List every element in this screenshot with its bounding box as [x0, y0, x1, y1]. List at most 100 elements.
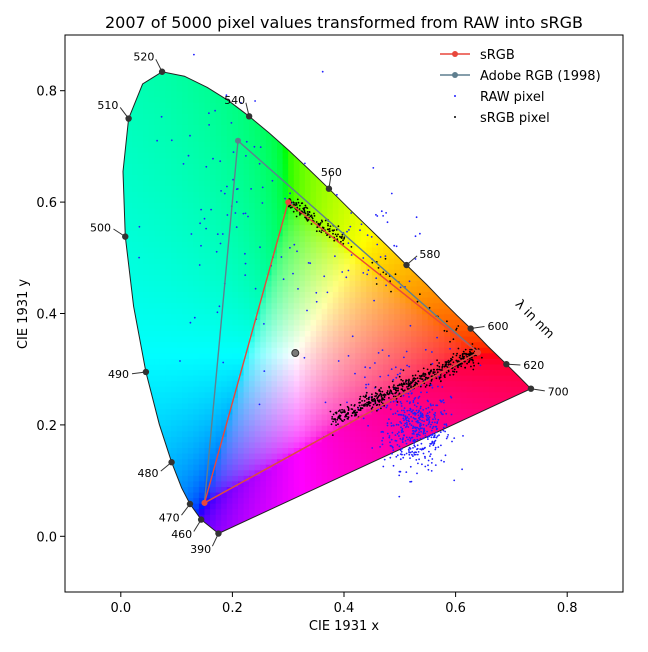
gamut-color-cell [204, 246, 211, 254]
gamut-color-cell [355, 163, 362, 170]
gamut-color-cell [321, 152, 329, 159]
gamut-color-cell [254, 374, 262, 382]
gamut-color-cell [355, 419, 362, 426]
gamut-color-cell [399, 74, 407, 81]
gamut-color-cell [132, 174, 139, 181]
gamut-color-cell [154, 480, 161, 487]
gamut-color-cell [171, 391, 178, 398]
gamut-color-cell [243, 380, 250, 387]
gamut-color-cell [187, 475, 195, 482]
gamut-color-cell [165, 79, 172, 86]
gamut-color-cell [143, 74, 150, 81]
gamut-color-cell [182, 285, 189, 292]
gamut-color-cell [243, 140, 250, 148]
gamut-color-cell [288, 525, 295, 532]
gamut-color-cell [204, 397, 211, 404]
gamut-color-cell [193, 419, 200, 426]
gamut-color-cell [360, 525, 368, 532]
gamut-color-cell [299, 291, 306, 298]
gamut-color-cell [310, 90, 317, 98]
gamut-color-cell [411, 191, 418, 198]
gamut-color-cell [433, 491, 440, 499]
gamut-color-cell [210, 235, 217, 242]
gamut-color-cell [399, 519, 407, 526]
gamut-color-cell [405, 369, 412, 376]
gamut-color-cell [215, 252, 223, 259]
gamut-color-cell [132, 424, 139, 432]
gamut-color-cell [215, 274, 223, 281]
gamut-color-cell [411, 174, 418, 181]
gamut-color-cell [238, 397, 245, 404]
gamut-color-cell [210, 146, 217, 153]
gamut-color-cell [405, 285, 412, 292]
gamut-color-cell [282, 385, 289, 393]
gamut-color-cell [137, 441, 144, 448]
gamut-color-cell [388, 252, 395, 259]
gamut-color-cell [427, 218, 435, 226]
gamut-color-cell [154, 380, 161, 387]
gamut-color-cell [243, 358, 250, 365]
gamut-color-cell [148, 296, 156, 304]
gamut-color-cell [293, 302, 301, 309]
gamut-color-cell [399, 374, 407, 382]
gamut-color-cell [327, 285, 334, 292]
gamut-color-cell [148, 530, 156, 534]
gamut-color-cell [316, 85, 323, 92]
gamut-color-cell [316, 307, 323, 315]
gamut-color-cell [422, 530, 429, 534]
gamut-color-cell [249, 458, 256, 465]
gamut-color-cell [204, 196, 211, 203]
gamut-color-cell [254, 129, 262, 137]
gamut-color-cell [360, 196, 368, 203]
gamut-color-cell [204, 129, 211, 137]
gamut-color-cell [438, 358, 446, 365]
gamut-color-cell [243, 497, 250, 504]
gamut-color-cell [243, 402, 250, 409]
gamut-color-cell [210, 124, 217, 131]
gamut-color-cell [427, 491, 435, 499]
gamut-color-cell [304, 85, 312, 92]
gamut-color-cell [277, 285, 284, 292]
gamut-color-cell [293, 385, 301, 393]
gamut-color-cell [132, 430, 139, 437]
gamut-color-cell [254, 157, 262, 164]
gamut-color-cell [176, 319, 183, 326]
gamut-color-cell [371, 346, 379, 354]
gamut-color-cell [154, 335, 161, 343]
gamut-color-cell [254, 319, 262, 326]
gamut-color-cell [193, 307, 200, 315]
gamut-color-cell [344, 79, 351, 86]
gamut-color-cell [327, 380, 334, 387]
gamut-color-cell [383, 475, 390, 482]
gamut-color-cell [243, 424, 250, 432]
gamut-color-cell [304, 458, 312, 465]
gamut-color-cell [137, 135, 144, 142]
gamut-color-cell [332, 268, 340, 276]
gamut-color-cell [405, 218, 412, 226]
gamut-color-cell [126, 463, 133, 471]
gamut-color-cell [271, 397, 278, 404]
gamut-color-cell [344, 530, 351, 534]
gamut-color-cell [265, 71, 273, 75]
gamut-color-cell [394, 157, 401, 164]
gamut-color-cell [377, 324, 384, 331]
gamut-color-cell [221, 74, 228, 81]
gamut-color-cell [433, 352, 440, 359]
gamut-color-cell [427, 508, 435, 515]
gamut-color-cell [304, 402, 312, 409]
gamut-color-cell [249, 107, 256, 114]
gamut-color-cell [349, 218, 356, 226]
gamut-color-cell [338, 71, 345, 75]
gamut-color-cell [198, 185, 206, 192]
gamut-color-cell [226, 196, 234, 203]
gamut-color-cell [344, 218, 351, 226]
gamut-color-cell [399, 163, 407, 170]
gamut-color-cell [338, 391, 345, 398]
gamut-color-cell [193, 107, 200, 114]
gamut-color-cell [444, 469, 451, 476]
gamut-color-cell [243, 174, 250, 181]
gamut-color-cell [427, 358, 435, 365]
gamut-color-cell [383, 246, 390, 254]
gamut-color-cell [310, 274, 317, 281]
gamut-color-cell [438, 413, 446, 421]
